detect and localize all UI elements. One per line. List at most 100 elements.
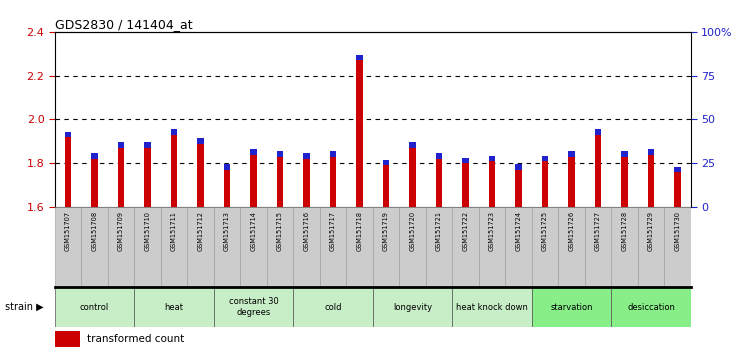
- Bar: [118, 142, 124, 148]
- Bar: [568, 151, 575, 157]
- Text: cold: cold: [325, 303, 342, 312]
- Bar: [81, 207, 108, 287]
- Bar: [224, 164, 230, 170]
- Bar: [55, 331, 80, 347]
- Bar: [197, 144, 204, 207]
- Bar: [250, 149, 257, 154]
- Bar: [197, 138, 204, 144]
- Bar: [542, 156, 548, 161]
- Text: GSM151718: GSM151718: [357, 211, 363, 251]
- Bar: [621, 157, 628, 207]
- Bar: [65, 137, 72, 207]
- Text: GSM151714: GSM151714: [251, 211, 257, 251]
- Text: GSM151728: GSM151728: [621, 211, 627, 251]
- Bar: [489, 161, 496, 207]
- Bar: [319, 207, 346, 287]
- Bar: [568, 157, 575, 207]
- Text: GSM151720: GSM151720: [409, 211, 415, 251]
- Bar: [144, 148, 151, 207]
- Bar: [674, 172, 681, 207]
- Text: GSM151724: GSM151724: [515, 211, 521, 251]
- Bar: [621, 151, 628, 157]
- Bar: [303, 153, 310, 159]
- Text: GSM151716: GSM151716: [303, 211, 309, 251]
- Bar: [409, 142, 416, 148]
- Bar: [240, 207, 267, 287]
- Bar: [558, 207, 585, 287]
- Bar: [595, 135, 602, 207]
- Bar: [595, 129, 602, 135]
- Bar: [505, 207, 531, 287]
- Bar: [611, 207, 637, 287]
- Bar: [330, 151, 336, 157]
- Bar: [373, 207, 399, 287]
- Bar: [531, 287, 611, 327]
- Bar: [515, 164, 522, 170]
- Text: GSM151727: GSM151727: [595, 211, 601, 251]
- Bar: [224, 170, 230, 207]
- Text: longevity: longevity: [393, 303, 432, 312]
- Bar: [452, 207, 479, 287]
- Bar: [213, 207, 240, 287]
- Text: GSM151712: GSM151712: [197, 211, 203, 251]
- Text: GSM151713: GSM151713: [224, 211, 230, 251]
- Bar: [118, 148, 124, 207]
- Bar: [250, 154, 257, 207]
- Text: desiccation: desiccation: [627, 303, 675, 312]
- Bar: [135, 207, 161, 287]
- Bar: [674, 167, 681, 172]
- Bar: [452, 287, 531, 327]
- Text: GSM151723: GSM151723: [489, 211, 495, 251]
- Bar: [399, 207, 425, 287]
- Bar: [436, 153, 442, 159]
- Text: GSM151722: GSM151722: [463, 211, 469, 251]
- Bar: [277, 151, 284, 157]
- Bar: [171, 135, 178, 207]
- Bar: [436, 159, 442, 207]
- Text: heat knock down: heat knock down: [456, 303, 528, 312]
- Bar: [91, 153, 98, 159]
- Text: GSM151707: GSM151707: [65, 211, 71, 251]
- Text: constant 30
degrees: constant 30 degrees: [229, 297, 279, 317]
- Text: GSM151721: GSM151721: [436, 211, 442, 251]
- Bar: [346, 207, 373, 287]
- Text: GSM151730: GSM151730: [675, 211, 681, 251]
- Bar: [107, 207, 135, 287]
- Bar: [648, 149, 654, 154]
- Bar: [356, 60, 363, 207]
- Text: GSM151729: GSM151729: [648, 211, 654, 251]
- Bar: [187, 207, 213, 287]
- Text: GDS2830 / 141404_at: GDS2830 / 141404_at: [55, 18, 192, 31]
- Bar: [648, 154, 654, 207]
- Bar: [293, 287, 373, 327]
- Text: GSM151711: GSM151711: [171, 211, 177, 251]
- Bar: [425, 207, 452, 287]
- Text: GSM151708: GSM151708: [91, 211, 97, 251]
- Text: GSM151725: GSM151725: [542, 211, 548, 251]
- Text: GSM151717: GSM151717: [330, 211, 336, 251]
- Bar: [303, 159, 310, 207]
- Bar: [356, 55, 363, 60]
- Bar: [531, 207, 558, 287]
- Bar: [637, 207, 664, 287]
- Bar: [213, 287, 293, 327]
- Bar: [409, 148, 416, 207]
- Bar: [267, 207, 293, 287]
- Bar: [293, 207, 319, 287]
- Bar: [479, 207, 505, 287]
- Text: GSM151726: GSM151726: [569, 211, 575, 251]
- Text: heat: heat: [164, 303, 183, 312]
- Bar: [373, 287, 452, 327]
- Bar: [515, 170, 522, 207]
- Bar: [144, 142, 151, 148]
- Text: starvation: starvation: [550, 303, 593, 312]
- Text: GSM151710: GSM151710: [145, 211, 151, 251]
- Bar: [383, 165, 390, 207]
- Bar: [383, 160, 390, 165]
- Bar: [489, 156, 496, 161]
- Bar: [664, 207, 691, 287]
- Bar: [462, 158, 469, 163]
- Bar: [171, 129, 178, 135]
- Bar: [330, 157, 336, 207]
- Text: control: control: [80, 303, 109, 312]
